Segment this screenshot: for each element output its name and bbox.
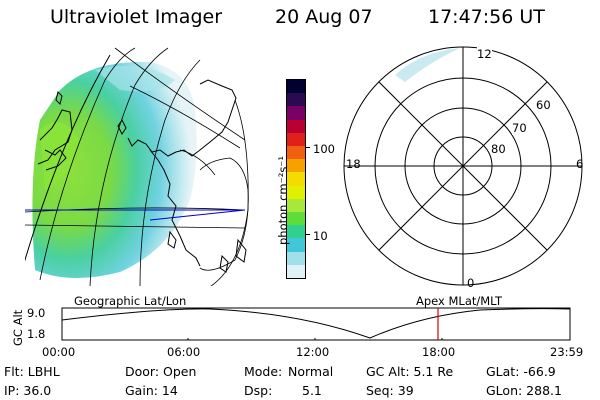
- mlt-label-18: 18: [346, 157, 361, 171]
- colorbar-segment: [287, 185, 305, 199]
- timeline-left-label: Geographic Lat/Lon: [74, 294, 187, 308]
- colorbar-segment: [287, 198, 305, 213]
- gain-info: Gain: 14: [125, 383, 178, 398]
- colorbar-segment: [287, 264, 305, 279]
- colorbar-segment: [287, 106, 305, 120]
- timeline-frame: [61, 307, 571, 341]
- timeline-right-label: Apex MLat/MLT: [416, 294, 503, 308]
- colorbar-segment: [287, 119, 305, 133]
- ip-info: IP: 36.0: [4, 383, 52, 398]
- colorbar-segment: [287, 93, 305, 107]
- colorbar: [286, 79, 306, 279]
- colorbar-tick-mark: [306, 234, 310, 235]
- mode-label: Mode:: [244, 364, 283, 379]
- colorbar-tick-mark: [306, 147, 310, 148]
- timeline-x-tick: 23:59: [550, 345, 584, 359]
- mlat-label-80: 80: [491, 142, 506, 156]
- mlat-label-60: 60: [536, 98, 551, 112]
- timeline-x-tick: 12:00: [296, 345, 330, 359]
- seq-info: Seq: 39: [366, 383, 414, 398]
- mode-value: Normal: [288, 364, 334, 379]
- dsp-label: Dsp:: [244, 383, 273, 398]
- app-title: Ultraviolet Imager: [50, 6, 223, 28]
- timeline-x-tick: 00:00: [42, 345, 76, 359]
- mlt-label-12: 12: [477, 47, 492, 61]
- timeline-x-tick: 06:00: [167, 345, 201, 359]
- timeline-y-tick-max: 9.0: [27, 306, 46, 320]
- mlat-label-70: 70: [512, 121, 527, 135]
- uv-emission-region: [32, 61, 197, 279]
- glon-info: GLon: 288.1: [486, 383, 562, 398]
- gc-alt-info: GC Alt: 5.1 Re: [366, 364, 454, 379]
- colorbar-tick-100: 100: [313, 142, 335, 156]
- door-info: Door: Open: [125, 364, 197, 379]
- mlt-label-6: 6: [576, 157, 584, 171]
- filter-info: Flt: LBHL: [4, 364, 60, 379]
- colorbar-segment: [287, 238, 305, 252]
- colorbar-tick-10: 10: [313, 229, 328, 243]
- colorbar-segment: [287, 80, 305, 94]
- colorbar-segment: [287, 146, 305, 160]
- coastline: [37, 79, 247, 273]
- polar-emission: [395, 48, 460, 82]
- header-date: 20 Aug 07: [275, 6, 373, 28]
- colorbar-segment: [287, 225, 305, 239]
- colorbar-segment: [287, 159, 305, 173]
- colorbar-segment: [287, 132, 305, 147]
- glat-info: GLat: -66.9: [486, 364, 556, 379]
- colorbar-segment: [287, 212, 305, 226]
- globe-limb: [25, 54, 111, 262]
- colorbar-segment: [287, 251, 305, 265]
- colorbar-segment: [287, 172, 305, 186]
- dsp-value: 5.1: [302, 383, 322, 398]
- timeline-x-tick: 18:00: [422, 345, 456, 359]
- timeline-y-tick-min: 1.8: [27, 327, 46, 341]
- dial-diagonal: [378, 81, 548, 251]
- header-time: 17:47:56 UT: [428, 6, 545, 28]
- latlon-grid: [25, 47, 249, 286]
- mlt-label-0: 0: [467, 276, 475, 290]
- altitude-curve: [61, 308, 571, 339]
